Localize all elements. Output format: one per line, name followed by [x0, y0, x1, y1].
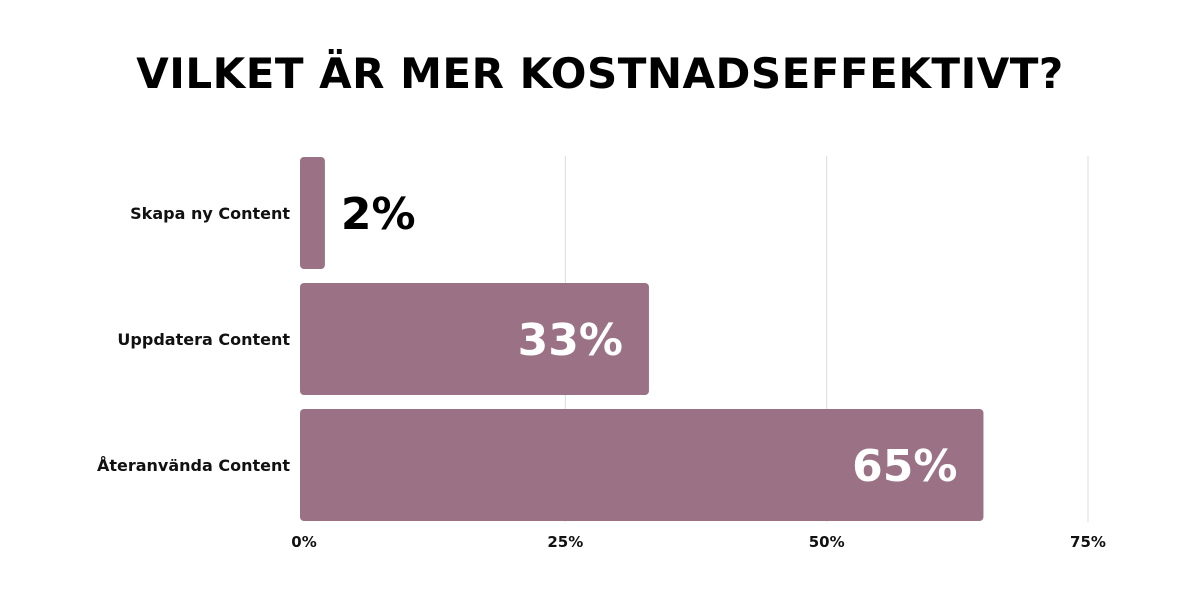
category-label: Återanvända Content — [97, 456, 290, 475]
bar-layer — [300, 157, 984, 521]
x-tick-label: 75% — [1070, 533, 1106, 551]
bar — [300, 409, 984, 521]
bar — [300, 283, 649, 395]
x-tick-label: 0% — [291, 533, 316, 551]
chart-title: VILKET ÄR MER KOSTNADSEFFEKTIVT? — [136, 49, 1064, 98]
label-layer: Skapa ny Content 2% Uppdatera Content 33% Åt… — [97, 189, 958, 492]
x-tick-label: 50% — [809, 533, 845, 551]
x-tick-label: 25% — [547, 533, 583, 551]
axis-layer: 0% 25% 50% 75% — [291, 533, 1106, 551]
data-label: 2% — [341, 189, 416, 240]
category-label: Skapa ny Content — [130, 204, 290, 223]
data-label: 65% — [852, 441, 957, 492]
bar — [300, 157, 325, 269]
category-label: Uppdatera Content — [117, 330, 290, 349]
data-label: 33% — [518, 315, 623, 366]
